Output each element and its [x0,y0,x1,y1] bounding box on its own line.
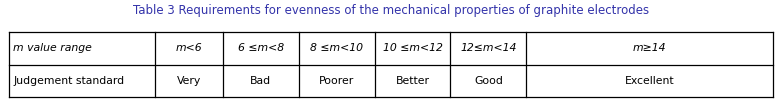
Text: Very: Very [177,76,201,86]
Text: m≥14: m≥14 [633,43,666,53]
Text: Table 3 Requirements for evenness of the mechanical properties of graphite elect: Table 3 Requirements for evenness of the… [133,4,649,17]
Text: Judgement standard: Judgement standard [13,76,124,86]
Text: m value range: m value range [13,43,92,53]
Text: m<6: m<6 [175,43,203,53]
Text: 10 ≤m<12: 10 ≤m<12 [382,43,443,53]
Text: 6 ≤m<8: 6 ≤m<8 [238,43,284,53]
Text: Better: Better [396,76,429,86]
Text: Good: Good [474,76,503,86]
Text: 12≤m<14: 12≤m<14 [460,43,517,53]
Text: Poorer: Poorer [319,76,354,86]
Text: 8 ≤m<10: 8 ≤m<10 [310,43,363,53]
Text: Excellent: Excellent [625,76,674,86]
Text: Bad: Bad [250,76,271,86]
